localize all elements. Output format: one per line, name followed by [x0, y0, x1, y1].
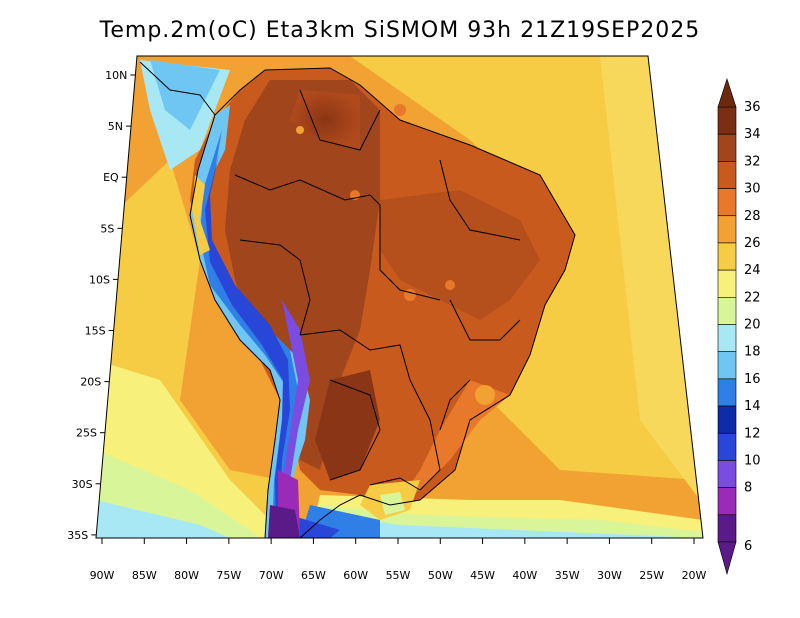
colorbar-label: 8 [744, 481, 752, 496]
colorbar-segment [717, 514, 737, 543]
lon-label: 55W [386, 569, 411, 582]
lat-label: 5S [100, 222, 114, 235]
colorbar-segment [717, 188, 737, 217]
lat-label: 5N [108, 120, 123, 133]
lon-label: 20W [682, 569, 707, 582]
longitude-axis: 90W 85W 80W 75W 70W 65W 60W 55W 50W 45W 40W 35W 30W 2… [90, 538, 707, 582]
colorbar-segment [717, 405, 737, 434]
lat-label: 10N [105, 69, 127, 82]
colorbar-segment [717, 161, 737, 189]
lon-label: 30W [597, 569, 622, 582]
colorbar-label: 22 [744, 290, 761, 305]
lon-label: 85W [132, 569, 157, 582]
colorbar-segment [717, 106, 737, 135]
lat-label: EQ [103, 171, 119, 184]
colorbar-label: 30 [744, 182, 761, 197]
colorbar-segment [717, 242, 737, 271]
colorbar-label: 36 [744, 100, 761, 115]
map-frame [95, 55, 704, 539]
colorbar-label: 26 [744, 236, 761, 251]
colorbar-segment [717, 269, 737, 298]
lat-label: 30S [72, 478, 93, 491]
colorbar-upper-arrow [717, 78, 737, 108]
colorbar-label: 28 [744, 209, 761, 224]
colorbar-label: 6 [744, 539, 752, 554]
colorbar-label: 16 [744, 372, 761, 387]
colorbar-label: 34 [744, 127, 761, 142]
lon-label: 40W [512, 569, 537, 582]
lat-label: 10S [89, 273, 110, 286]
colorbar-label: 14 [744, 399, 761, 414]
lon-label: 25W [639, 569, 664, 582]
colorbar-segment [717, 324, 737, 352]
colorbar-segment [717, 133, 737, 162]
lon-label: 70W [259, 569, 284, 582]
colorbar-segment [717, 378, 737, 407]
colorbar-segment [717, 460, 737, 488]
lat-label: 20S [80, 376, 101, 389]
colorbar-lower-arrow [717, 541, 737, 576]
colorbar-segment [717, 432, 737, 461]
map-title: Temp.2m(oC) Eta3km SiSMOM 93h 21Z19SEP20… [99, 18, 701, 43]
colorbar-label: 20 [744, 318, 761, 333]
lon-label: 65W [301, 569, 326, 582]
lon-label: 35W [555, 569, 580, 582]
colorbar-label: 12 [744, 426, 761, 441]
lon-label: 75W [216, 569, 241, 582]
colorbar-label: 32 [744, 154, 761, 169]
colorbar: 36 34 32 30 28 26 24 22 20 18 16 14 12 10 8 6 [717, 78, 761, 576]
lon-label: 45W [470, 569, 495, 582]
lon-label: 50W [428, 569, 453, 582]
latitude-axis: 10N 5N EQ 5S 10S 15S 20S 25S 30S 35S [67, 69, 136, 542]
colorbar-label: 10 [744, 453, 761, 468]
colorbar-segment [717, 297, 737, 325]
colorbar-label: 18 [744, 345, 761, 360]
colorbar-label: 24 [744, 263, 761, 278]
lat-label: 25S [76, 427, 97, 440]
coastlines-and-borders [139, 61, 576, 538]
lat-label: 15S [85, 325, 106, 338]
colorbar-segment [717, 351, 737, 380]
colorbar-segment [717, 215, 737, 244]
lon-label: 90W [90, 569, 115, 582]
lat-label: 35S [67, 529, 88, 542]
lon-label: 60W [343, 569, 368, 582]
colorbar-segment [717, 487, 737, 516]
temperature-field [96, 56, 703, 538]
lon-label: 80W [174, 569, 199, 582]
